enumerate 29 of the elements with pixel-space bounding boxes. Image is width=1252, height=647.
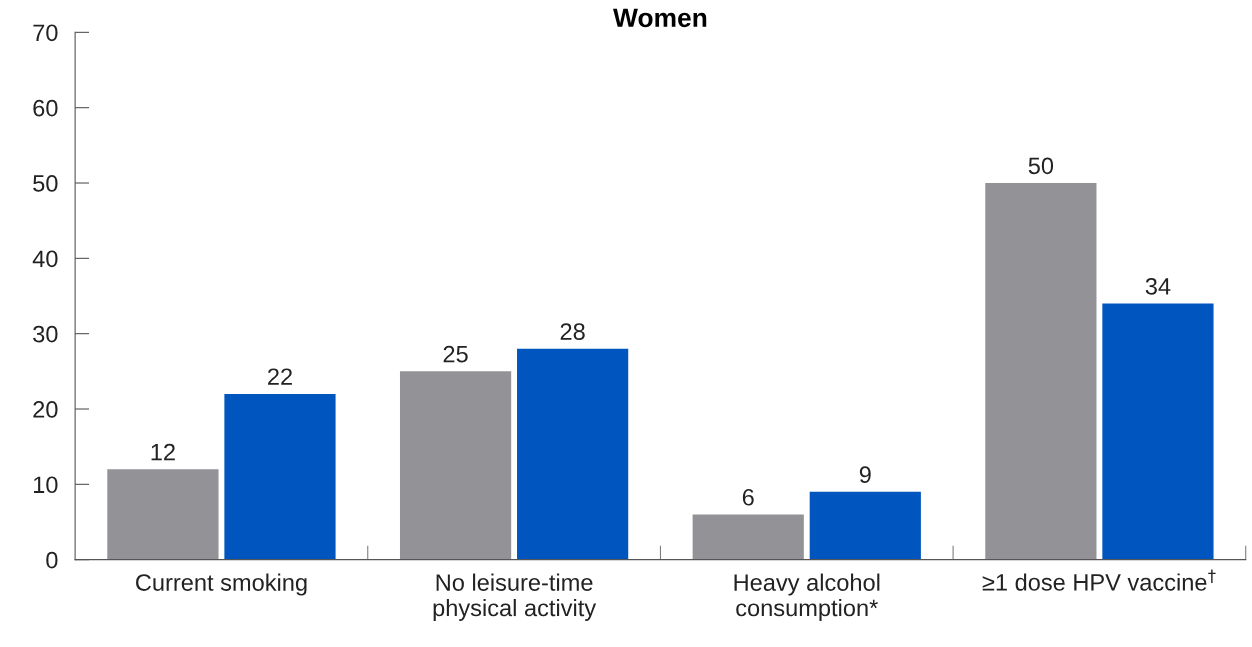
chart-title: Women — [613, 8, 707, 28]
data-label: 12 — [151, 443, 175, 461]
y-tick-label: 0 — [46, 551, 58, 569]
data-label: 34 — [1145, 277, 1171, 295]
y-tick-label: 20 — [33, 401, 58, 418]
data-label: 50 — [1028, 157, 1054, 175]
data-label: 22 — [268, 368, 292, 385]
y-tick-label: 30 — [33, 325, 58, 343]
bar — [224, 393, 336, 560]
x-tick-label: Current smoking — [136, 573, 307, 596]
data-label: 28 — [560, 323, 585, 340]
data-label: 6 — [742, 488, 754, 506]
bar — [809, 491, 921, 560]
y-tick-label: 10 — [33, 476, 58, 494]
y-tick-label: 50 — [33, 175, 58, 192]
x-tick-label: No leisure-time physical activity — [433, 573, 597, 621]
bar — [107, 469, 219, 560]
bar — [399, 371, 512, 560]
y-tick-label: 70 — [33, 24, 58, 42]
data-label: 25 — [443, 345, 468, 363]
bar — [517, 348, 629, 560]
x-tick-label: Heavy alcohol consumption* — [734, 573, 880, 621]
bar — [985, 183, 1097, 560]
bar — [1102, 303, 1214, 560]
bar — [692, 514, 804, 560]
y-tick-label: 60 — [33, 99, 58, 117]
data-label: 9 — [859, 466, 871, 484]
y-tick-label: 40 — [32, 250, 58, 268]
x-tick-label: ≥1 dose HPV vaccine$^{†}$ — [982, 569, 1216, 591]
